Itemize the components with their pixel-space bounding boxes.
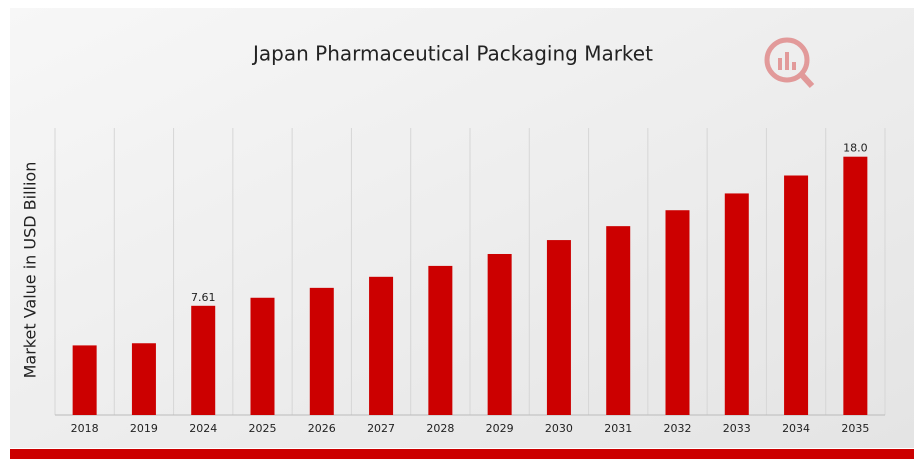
value-label: 7.61 <box>191 291 216 304</box>
bar <box>546 240 571 415</box>
x-tick-label: 2024 <box>189 422 217 435</box>
bar <box>72 345 97 415</box>
bar <box>131 343 156 415</box>
bar <box>309 287 334 415</box>
y-axis-label: Market Value in USD Billion <box>21 162 40 379</box>
x-tick-label: 2025 <box>249 422 277 435</box>
x-tick-label: 2030 <box>545 422 573 435</box>
value-label: 18.0 <box>843 142 868 155</box>
chart-title: Japan Pharmaceutical Packaging Market <box>251 42 653 66</box>
x-tick-label: 2027 <box>367 422 395 435</box>
bar <box>487 253 512 415</box>
x-tick-label: 2026 <box>308 422 336 435</box>
x-tick-label: 2034 <box>782 422 810 435</box>
bar <box>784 175 809 415</box>
bar <box>428 265 453 415</box>
x-tick-label: 2029 <box>486 422 514 435</box>
bar <box>606 226 631 415</box>
bar <box>250 297 275 415</box>
x-tick-label: 2035 <box>841 422 869 435</box>
x-tick-label: 2032 <box>664 422 692 435</box>
x-tick-label: 2019 <box>130 422 158 435</box>
x-tick-label: 2018 <box>71 422 99 435</box>
bar <box>843 156 868 415</box>
logo <box>764 37 815 89</box>
bar <box>665 210 690 415</box>
bar <box>191 305 216 415</box>
footer-band <box>10 449 914 459</box>
bar <box>369 276 394 415</box>
x-tick-label: 2031 <box>604 422 632 435</box>
bar <box>724 193 749 415</box>
x-tick-label: 2033 <box>723 422 751 435</box>
chart-background <box>10 8 914 448</box>
x-tick-label: 2028 <box>426 422 454 435</box>
